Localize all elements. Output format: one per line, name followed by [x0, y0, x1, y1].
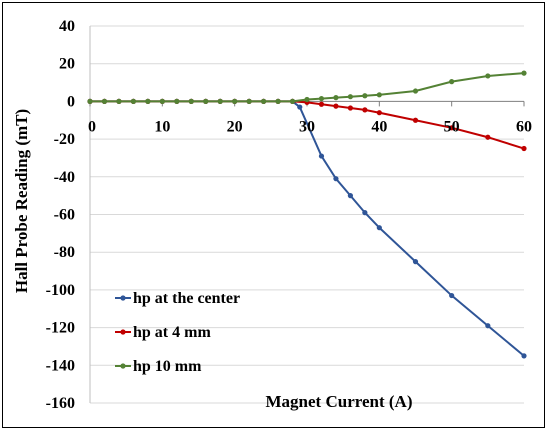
data-point [521, 70, 527, 76]
x-tick-label: 60 [516, 118, 532, 135]
data-point [333, 176, 339, 182]
data-point [485, 134, 491, 140]
data-point [116, 98, 122, 104]
data-point [362, 93, 368, 99]
chart-frame: 40 20 0 -20 -40 -60 -80 -100 -120 -140 -160 0 10 20 3… [2, 2, 545, 428]
y-tick-labels: 40 20 0 -20 -40 -60 -80 -100 -120 -140 -160 [46, 18, 75, 412]
legend-marker [120, 295, 126, 301]
legend-label: hp at the center [133, 290, 240, 307]
data-point [101, 98, 108, 104]
legend-marker [120, 363, 126, 369]
data-point [188, 98, 194, 104]
legend-item: hp at 4 mm [115, 324, 211, 341]
gridlines [90, 25, 524, 404]
y-tick-label: -40 [54, 169, 75, 186]
x-tick-label: 30 [299, 118, 315, 135]
data-point [246, 98, 252, 104]
series-layer [87, 70, 527, 359]
data-point [521, 145, 527, 152]
y-tick-label: -80 [54, 244, 75, 261]
legend: hp at the center hp at 4 mm hp 10 mm [115, 290, 240, 375]
data-point [347, 193, 353, 199]
line-chart: 40 20 0 -20 -40 -60 -80 -100 -120 -140 -160 0 10 20 3… [12, 18, 532, 412]
data-point [203, 98, 209, 104]
data-point [159, 98, 165, 104]
data-point [174, 98, 180, 104]
data-point [333, 103, 339, 109]
data-point [449, 292, 455, 299]
data-point [347, 94, 353, 100]
y-axis-title: Hall Probe Reading (mT) [12, 109, 31, 293]
data-point [297, 104, 303, 110]
data-point [376, 110, 382, 116]
x-tick-label: 40 [371, 118, 387, 135]
data-point [261, 98, 267, 104]
data-point [217, 98, 223, 104]
data-point [412, 117, 419, 123]
data-point [362, 107, 368, 113]
data-point [521, 353, 527, 359]
x-axis-title: Magnet Current (A) [266, 392, 413, 411]
series-0 [87, 98, 527, 359]
data-point [362, 210, 368, 216]
data-point [376, 92, 382, 98]
data-point [87, 98, 93, 104]
data-point [130, 98, 136, 104]
data-point [376, 225, 382, 231]
x-tick-label: 10 [154, 118, 170, 135]
data-point [318, 95, 325, 102]
legend-label: hp at 4 mm [133, 324, 211, 341]
x-tick-label: 20 [227, 118, 243, 135]
legend-marker [120, 329, 126, 335]
legend-item: hp at the center [115, 290, 240, 307]
data-point [485, 73, 491, 79]
data-point [449, 125, 455, 131]
data-point [145, 98, 151, 104]
x-tick-label: 50 [444, 118, 460, 135]
y-tick-label: -60 [54, 207, 75, 224]
data-point [318, 101, 325, 107]
data-point [304, 96, 310, 103]
data-point [412, 259, 419, 265]
data-point [485, 323, 491, 329]
data-point [318, 153, 325, 159]
series-2 [87, 70, 527, 104]
x-tick-labels: 0 10 20 30 40 50 60 [88, 118, 532, 135]
data-point [347, 105, 353, 111]
data-point [232, 98, 238, 104]
y-tick-label: 0 [67, 93, 75, 110]
data-point [275, 98, 281, 104]
y-tick-label: -20 [54, 131, 75, 148]
data-point [449, 79, 455, 85]
y-tick-label: 40 [59, 18, 75, 35]
legend-label: hp 10 mm [133, 358, 202, 375]
x-tick-label: 0 [88, 118, 96, 135]
y-tick-label: -140 [46, 357, 75, 374]
y-tick-label: -120 [46, 320, 75, 337]
y-tick-label: -160 [46, 395, 75, 412]
y-tick-label: 20 [59, 56, 75, 73]
data-point [289, 98, 296, 104]
data-point [412, 88, 419, 94]
data-point [333, 95, 339, 101]
y-tick-label: -100 [46, 282, 75, 299]
legend-item: hp 10 mm [115, 358, 202, 375]
